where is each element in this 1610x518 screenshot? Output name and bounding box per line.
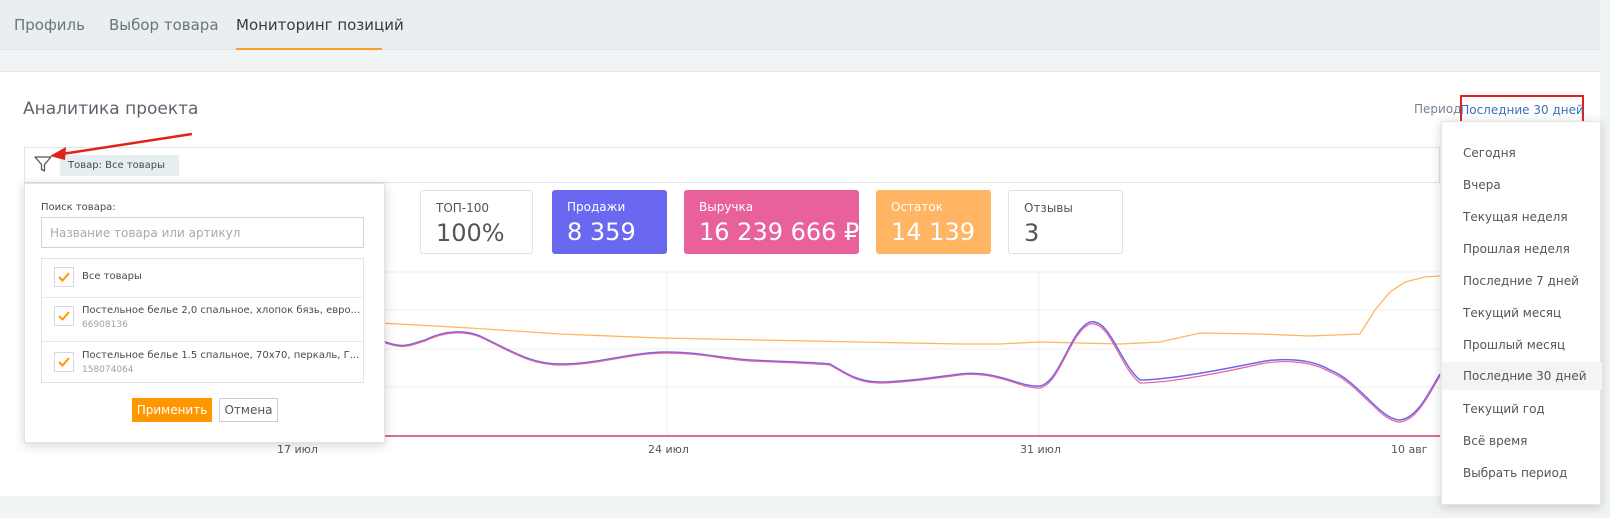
list-item-title: Постельное белье 1.5 спальное, 70х70, пе… bbox=[82, 350, 360, 361]
list-item-title: Все товары bbox=[82, 271, 142, 282]
checkmark-icon bbox=[58, 311, 70, 321]
stat-value: 3 bbox=[1024, 219, 1040, 247]
filter-funnel-icon[interactable] bbox=[33, 154, 53, 174]
stat-label: Продажи bbox=[567, 200, 626, 214]
period-option[interactable]: Вчера bbox=[1463, 178, 1501, 192]
red-arrow-annotation-icon bbox=[50, 132, 193, 160]
page-title: Аналитика проекта bbox=[23, 99, 199, 119]
product-list: Все товары Постельное белье 2,0 спальное… bbox=[41, 258, 364, 383]
stat-reviews: Отзывы 3 bbox=[1008, 190, 1123, 254]
checkbox-all-products[interactable] bbox=[54, 267, 74, 287]
stat-value: 14 139 bbox=[891, 218, 975, 246]
list-item-product[interactable]: Постельное белье 1.5 спальное, 70х70, пе… bbox=[42, 341, 363, 384]
x-tick-label: 24 июл bbox=[648, 443, 689, 456]
period-option[interactable]: Последние 7 дней bbox=[1463, 274, 1579, 288]
checkbox-product[interactable] bbox=[54, 352, 74, 372]
period-select-button[interactable]: Последние 30 дней bbox=[1460, 95, 1584, 125]
list-item-article: 158074064 bbox=[82, 365, 134, 375]
period-option[interactable]: Сегодня bbox=[1463, 146, 1516, 160]
sales-chart bbox=[379, 270, 1441, 437]
period-dropdown: Сегодня Вчера Текущая неделя Прошлая нед… bbox=[1441, 121, 1602, 505]
period-label: Период: bbox=[1414, 102, 1466, 116]
stat-label: Остаток bbox=[891, 200, 943, 214]
filter-chip[interactable]: Товар: Все товары bbox=[60, 155, 179, 176]
stat-revenue: Выручка 16 239 666 ₽ bbox=[684, 190, 859, 254]
stat-value: 8 359 bbox=[567, 218, 636, 246]
period-option[interactable]: Прошлый месяц bbox=[1463, 338, 1566, 352]
period-option[interactable]: Прошлая неделя bbox=[1463, 242, 1570, 256]
top-nav: Профиль Выбор товара Мониторинг позиций bbox=[0, 0, 1600, 50]
checkbox-product[interactable] bbox=[54, 306, 74, 326]
chart-grid bbox=[380, 270, 1440, 436]
period-option[interactable]: Выбрать период bbox=[1463, 466, 1568, 480]
stock-series-line bbox=[379, 275, 1441, 345]
tab-position-monitoring[interactable]: Мониторинг позиций bbox=[236, 16, 404, 34]
stat-stock: Остаток 14 139 bbox=[876, 190, 991, 254]
search-label: Поиск товара: bbox=[41, 202, 116, 213]
period-option-selected[interactable]: Последние 30 дней bbox=[1442, 362, 1602, 390]
period-option[interactable]: Текущий год bbox=[1463, 402, 1545, 416]
apply-button[interactable]: Применить bbox=[132, 398, 212, 422]
revenue-series-line bbox=[379, 323, 1441, 423]
stat-label: Отзывы bbox=[1024, 201, 1073, 215]
x-tick-label: 31 июл bbox=[1020, 443, 1061, 456]
list-item-title: Постельное белье 2,0 спальное, хлопок бя… bbox=[82, 305, 361, 316]
tab-profile[interactable]: Профиль bbox=[14, 16, 85, 34]
list-item-all-products[interactable]: Все товары bbox=[42, 259, 363, 297]
stat-value: 16 239 666 ₽ bbox=[699, 218, 860, 246]
period-option[interactable]: Текущий месяц bbox=[1463, 306, 1562, 320]
period-option[interactable]: Текущая неделя bbox=[1463, 210, 1568, 224]
stat-sales: Продажи 8 359 bbox=[552, 190, 667, 254]
product-filter-popover: Поиск товара: Все товары Постельное бель… bbox=[24, 183, 385, 443]
stat-value: 100% bbox=[436, 219, 505, 247]
filter-bar[interactable] bbox=[24, 147, 1440, 183]
product-search-input[interactable] bbox=[41, 217, 364, 248]
active-tab-underline bbox=[236, 48, 382, 50]
tab-product-select[interactable]: Выбор товара bbox=[109, 16, 219, 34]
list-item-article: 66908136 bbox=[82, 320, 128, 330]
cancel-button[interactable]: Отмена bbox=[219, 398, 278, 422]
period-option[interactable]: Всё время bbox=[1463, 434, 1528, 448]
stat-top100: ТОП-100 100% bbox=[420, 190, 533, 254]
checkmark-icon bbox=[58, 272, 70, 282]
list-item-product[interactable]: Постельное белье 2,0 спальное, хлопок бя… bbox=[42, 297, 363, 341]
stat-label: ТОП-100 bbox=[436, 201, 490, 215]
x-tick-label: 17 июл bbox=[277, 443, 318, 456]
stat-label: Выручка bbox=[699, 200, 754, 214]
x-tick-label: 10 авг bbox=[1391, 443, 1428, 456]
sales-series-line bbox=[379, 321, 1441, 421]
checkmark-icon bbox=[58, 357, 70, 367]
